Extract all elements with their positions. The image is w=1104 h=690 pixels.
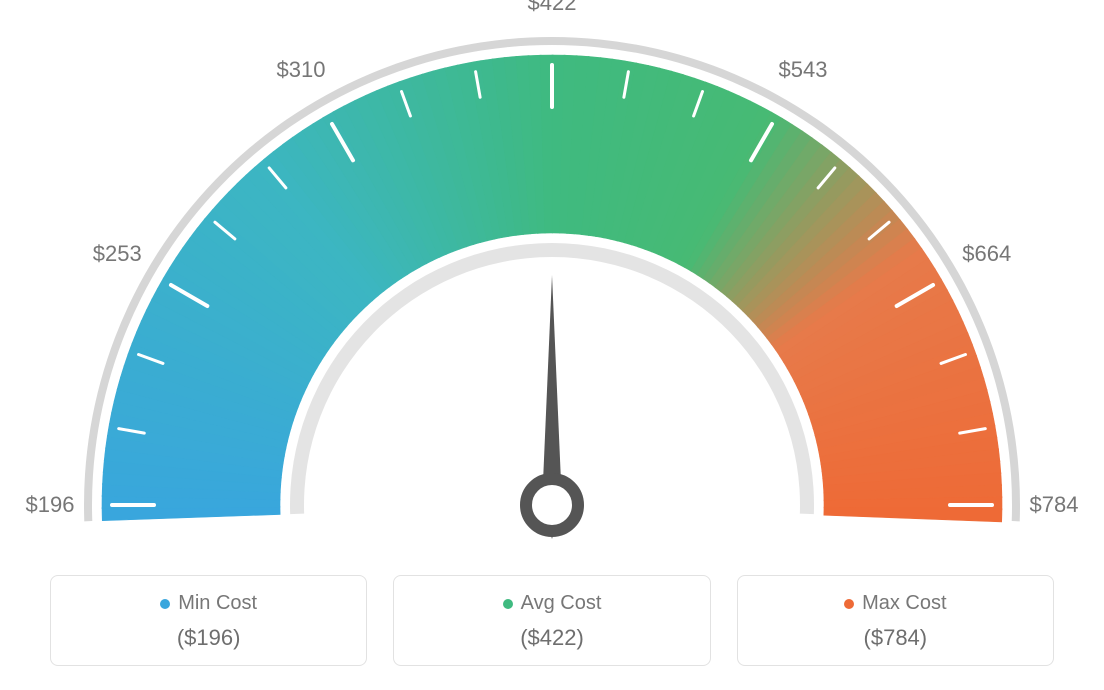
- card-max-cost: Max Cost ($784): [737, 575, 1054, 666]
- card-avg-cost: Avg Cost ($422): [393, 575, 710, 666]
- dot-min: [160, 599, 170, 609]
- card-label: Min Cost: [178, 592, 257, 615]
- gauge-tick-label: $310: [277, 57, 326, 83]
- gauge-tick-label: $196: [26, 492, 75, 518]
- cost-gauge-widget: $196 $253 $310 $422 $543 $664 $784 Min Cost ($…: [0, 0, 1104, 690]
- card-value: ($196): [51, 625, 366, 651]
- card-label: Max Cost: [862, 592, 946, 615]
- card-label: Avg Cost: [521, 592, 602, 615]
- gauge-svg: [0, 0, 1104, 560]
- card-title-row: Avg Cost: [503, 592, 602, 615]
- gauge-tick-label: $543: [779, 57, 828, 83]
- legend-cards: Min Cost ($196) Avg Cost ($422) Max Cost…: [50, 575, 1054, 666]
- card-value: ($422): [394, 625, 709, 651]
- gauge-tick-label: $422: [528, 0, 577, 16]
- gauge-tick-label: $664: [962, 241, 1011, 267]
- card-value: ($784): [738, 625, 1053, 651]
- card-title-row: Min Cost: [160, 592, 257, 615]
- gauge-tick-label: $784: [1030, 492, 1079, 518]
- dot-avg: [503, 599, 513, 609]
- dot-max: [844, 599, 854, 609]
- card-min-cost: Min Cost ($196): [50, 575, 367, 666]
- gauge-area: $196 $253 $310 $422 $543 $664 $784: [0, 0, 1104, 560]
- gauge-tick-label: $253: [93, 241, 142, 267]
- card-title-row: Max Cost: [844, 592, 946, 615]
